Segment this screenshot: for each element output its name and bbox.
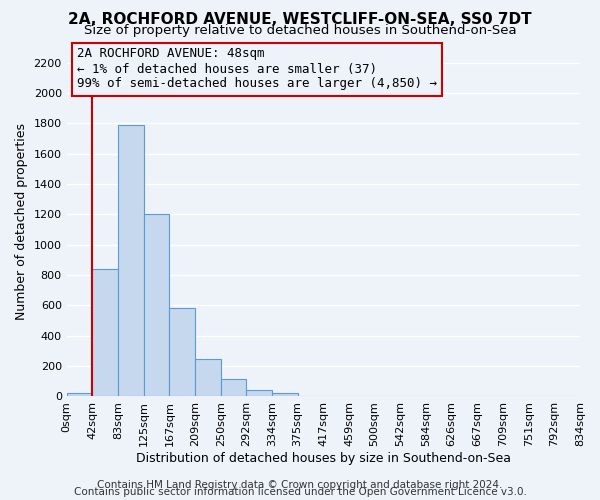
Bar (272, 392, 298, 396)
Text: Contains public sector information licensed under the Open Government Licence v3: Contains public sector information licen… (74, 487, 526, 497)
X-axis label: Distribution of detached houses by size in Southend-on-Sea: Distribution of detached houses by size … (136, 452, 511, 465)
Text: Size of property relative to detached houses in Southend-on-Sea: Size of property relative to detached ho… (83, 24, 517, 37)
Bar (221, 379, 247, 396)
Bar (67, 392, 92, 396)
Text: 2A ROCHFORD AVENUE: 48sqm
← 1% of detached houses are smaller (37)
99% of semi-d: 2A ROCHFORD AVENUE: 48sqm ← 1% of detach… (77, 48, 437, 90)
Bar (195, 358, 221, 397)
Bar (169, 308, 195, 396)
Bar (247, 390, 272, 396)
Bar (143, 214, 169, 396)
Text: Contains HM Land Registry data © Crown copyright and database right 2024.: Contains HM Land Registry data © Crown c… (97, 480, 503, 490)
Bar (92, 269, 118, 396)
Y-axis label: Number of detached properties: Number of detached properties (15, 124, 28, 320)
Bar (118, 125, 143, 396)
Text: 2A, ROCHFORD AVENUE, WESTCLIFF-ON-SEA, SS0 7DT: 2A, ROCHFORD AVENUE, WESTCLIFF-ON-SEA, S… (68, 12, 532, 28)
